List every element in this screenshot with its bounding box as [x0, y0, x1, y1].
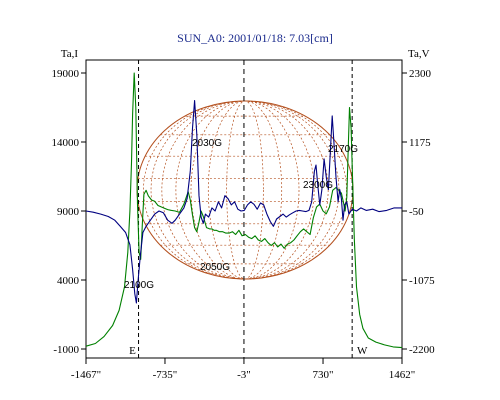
- left-axis-label: Ta,I: [61, 48, 79, 60]
- limb-label-e: E: [129, 345, 136, 357]
- axis-ticks: -1467" -735" -3" 730" 1462" 19000 14000 9000 400…: [52, 68, 436, 381]
- annotation-labels: 2030G 2170G 2300G 2050G 2100G: [124, 138, 358, 291]
- annotation-2300g: 2300G: [303, 180, 333, 191]
- sun-meridian: [190, 100, 300, 280]
- x-tick-label: 730": [313, 369, 334, 381]
- limb-label-w: W: [357, 345, 368, 357]
- annotation-2100g: 2100G: [124, 280, 154, 291]
- sun-meridian: [207, 100, 283, 280]
- series-layer: [85, 72, 403, 349]
- sun-disk-grid: [136, 100, 354, 280]
- right-y-tick-label: 1175: [409, 137, 431, 149]
- series-line-intensity: [85, 72, 403, 349]
- right-y-tick-label: 2300: [409, 68, 432, 80]
- right-axis-label: Ta,V: [408, 48, 430, 60]
- chart-title: SUN_A0: 2001/01/18: 7.03[cm]: [177, 31, 333, 45]
- x-tick-label: -735": [153, 369, 178, 381]
- series-line-polarization: [85, 100, 402, 304]
- annotation-2030g: 2030G: [192, 138, 222, 149]
- x-tick-label: 1462": [389, 369, 416, 381]
- left-y-tick-label: 19000: [52, 68, 80, 80]
- left-y-tick-label: -1000: [53, 344, 79, 356]
- right-y-tick-label: -50: [409, 206, 424, 218]
- x-tick-label: -3": [237, 369, 251, 381]
- annotation-2170g: 2170G: [328, 144, 358, 155]
- left-y-tick-label: 9000: [57, 206, 80, 218]
- left-y-tick-label: 4000: [57, 275, 80, 287]
- right-y-tick-label: -2200: [409, 344, 435, 356]
- sun-meridian: [226, 100, 264, 280]
- right-y-tick-label: -1075: [409, 275, 435, 287]
- annotation-2050g: 2050G: [200, 262, 230, 273]
- left-y-tick-label: 14000: [52, 137, 80, 149]
- x-tick-label: -1467": [71, 369, 101, 381]
